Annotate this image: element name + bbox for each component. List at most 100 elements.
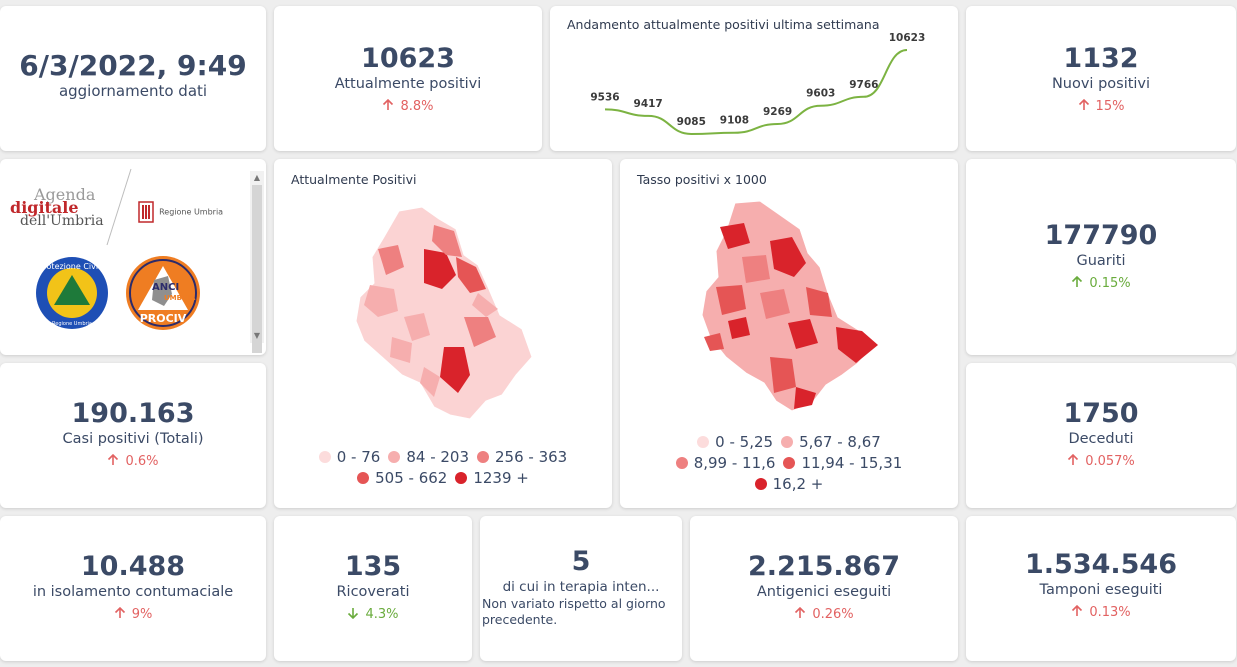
scrollbar-thumb[interactable] [252, 185, 262, 353]
arrow-up-icon [108, 454, 119, 465]
regione-umbria-logo: Regione Umbria [138, 201, 223, 223]
trend-point-label: 10623 [889, 32, 926, 44]
ricoverati-change-text: 4.3% [365, 607, 399, 622]
agenda-line3: dell'Umbria [20, 213, 104, 229]
legend-dot-icon [318, 451, 331, 463]
totali-change-text: 0.6% [125, 454, 159, 469]
positivi-label: Attualmente positivi [334, 76, 482, 92]
map1-legend: 0 - 76 84 - 203 256 - 363 505 - 662 1239 + [274, 447, 612, 489]
deceduti-label: Deceduti [1068, 431, 1134, 447]
arrow-up-icon [1078, 99, 1089, 110]
isolamento-label: in isolamento contumaciale [32, 584, 234, 600]
map2-title: Tasso positivi x 1000 [637, 172, 767, 187]
tamponi-change-text: 0.13% [1089, 605, 1131, 620]
protezione-text: Protezione Civile [39, 262, 106, 271]
nuovi-change-text: 15% [1095, 99, 1125, 114]
positivi-card: 10623 Attualmente positivi 8.8% [274, 6, 542, 151]
update-label: aggiornamento dati [58, 82, 208, 100]
guariti-change: 0.15% [966, 276, 1236, 291]
legend-label: 256 - 363 [495, 448, 568, 466]
scroll-down-icon[interactable]: ▼ [253, 331, 261, 340]
isolamento-change: 9% [0, 607, 266, 622]
legend-dot-icon [675, 457, 688, 469]
map2-card: Tasso positivi x 1000 0 - 5,25 5,67 - 8,6… [620, 159, 958, 508]
tamponi-change: 0.13% [966, 605, 1236, 620]
legend-item: 5,67 - 8,67 [781, 432, 881, 453]
divider-slash [106, 168, 132, 246]
antigenici-value: 2.215.867 [747, 551, 901, 582]
update-card: 6/3/2022, 9:49 aggiornamento dati [0, 6, 266, 151]
trend-point-label: 9603 [806, 88, 835, 100]
ricoverati-change: 4.3% [274, 607, 472, 622]
map2-umbria-map [701, 200, 878, 412]
logos-card: Agenda digitale dell'Umbria Regione Umbr… [0, 159, 266, 355]
legend-label: 5,67 - 8,67 [799, 433, 881, 451]
legend-dot-icon [477, 451, 490, 463]
legend-label: 11,94 - 15,31 [801, 454, 903, 472]
legend-label: 84 - 203 [406, 448, 470, 466]
regione-text: Regione Umbria [159, 207, 224, 217]
guariti-card: 177790 Guariti 0.15% [966, 159, 1236, 355]
trend-point-label: 9766 [849, 79, 878, 91]
arrow-up-icon [383, 99, 394, 110]
arrow-up-icon [1072, 605, 1083, 616]
map1-card: Attualmente Positivi 0 - 76 84 - 203 256 -… [274, 159, 612, 508]
ricoverati-card: 135 Ricoverati 4.3% [274, 516, 472, 661]
update-datetime: 6/3/2022, 9:49 [19, 49, 247, 82]
arrow-up-icon [1072, 276, 1083, 287]
totali-card: 190.163 Casi positivi (Totali) 0.6% [0, 363, 266, 508]
trend-point-label: 9108 [720, 115, 749, 127]
map2-legend: 0 - 5,25 5,67 - 8,67 8,99 - 11,6 11,94 - 15… [620, 432, 958, 495]
legend-item: 256 - 363 [477, 447, 567, 468]
trend-card: Andamento attualmente positivi ultima se… [550, 6, 958, 151]
positivi-change: 8.8% [274, 99, 542, 114]
terapia-card: 5 di cui in terapia inten... Non variato… [480, 516, 682, 661]
map1-title: Attualmente Positivi [291, 172, 417, 187]
legend-item: 11,94 - 15,31 [783, 453, 902, 474]
anci-prociv-logo: ANCI UMBRIA PROCIV [126, 256, 200, 330]
legend-dot-icon [781, 436, 794, 448]
antigenici-change: 0.26% [690, 607, 958, 622]
legend-item: 84 - 203 [388, 447, 469, 468]
arrow-up-icon [1068, 454, 1079, 465]
legend-dot-icon [455, 472, 468, 484]
nuovi-card: 1132 Nuovi positivi 15% [966, 6, 1236, 151]
arrow-down-icon [348, 608, 359, 619]
tamponi-value: 1.534.546 [1024, 549, 1178, 580]
legend-item: 1239 + [455, 468, 529, 489]
deceduti-change: 0.057% [966, 454, 1236, 469]
trend-point-label: 9269 [763, 106, 792, 118]
trend-chart: 9536 9417 9085 9108 9269 9603 9766 10623 [590, 32, 926, 136]
isolamento-card: 10.488 in isolamento contumaciale 9% [0, 516, 266, 661]
ricoverati-label: Ricoverati [336, 584, 410, 600]
legend-item: 0 - 5,25 [697, 432, 773, 453]
positivi-value: 10623 [361, 43, 455, 74]
trend-point-label: 9417 [634, 98, 663, 110]
legend-label: 0 - 5,25 [715, 433, 774, 451]
legend-item: 505 - 662 [357, 468, 447, 489]
legend-dot-icon [357, 472, 370, 484]
legend-item: 8,99 - 11,6 [675, 453, 775, 474]
scroll-up-icon[interactable]: ▲ [253, 173, 261, 182]
agenda-digitale-logo: Agenda digitale dell'Umbria [8, 185, 108, 245]
terapia-note: Non variato rispetto al giorno precedent… [482, 596, 666, 627]
trend-title: Andamento attualmente positivi ultima se… [567, 17, 880, 32]
deceduti-value: 1750 [1063, 398, 1139, 429]
arrow-up-icon [795, 607, 806, 618]
tamponi-card: 1.534.546 Tamponi eseguiti 0.13% [966, 516, 1236, 661]
totali-label: Casi positivi (Totali) [62, 431, 204, 447]
legend-label: 16,2 + [772, 475, 824, 493]
tamponi-label: Tamponi eseguiti [1039, 582, 1163, 598]
legend-label: 505 - 662 [375, 469, 448, 487]
isolamento-change-text: 9% [131, 607, 153, 622]
nuovi-label: Nuovi positivi [1051, 76, 1151, 92]
deceduti-card: 1750 Deceduti 0.057% [966, 363, 1236, 508]
legend-dot-icon [697, 436, 710, 448]
totali-change: 0.6% [0, 454, 266, 469]
totali-value: 190.163 [71, 398, 195, 429]
terapia-value: 5 [571, 546, 591, 577]
positivi-change-text: 8.8% [400, 99, 434, 114]
antigenici-label: Antigenici eseguiti [756, 584, 892, 600]
trend-line [604, 49, 908, 136]
logos-scrollbar[interactable]: ▲ ▼ [250, 171, 264, 353]
